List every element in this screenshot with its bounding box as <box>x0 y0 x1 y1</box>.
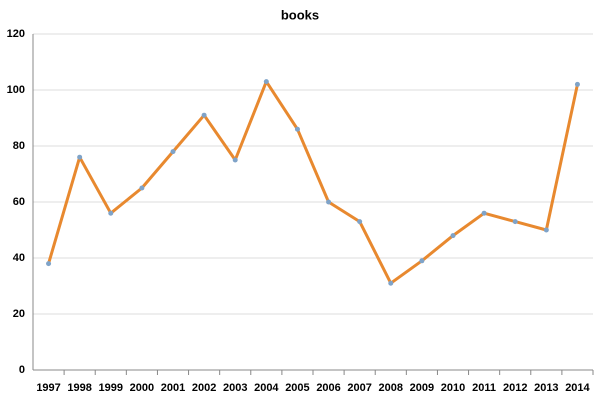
y-tick-label: 40 <box>13 252 25 264</box>
y-tick-label: 80 <box>13 140 25 152</box>
point-marker <box>232 157 238 163</box>
point-marker <box>263 79 269 85</box>
point-marker <box>326 199 332 205</box>
x-tick-label: 2011 <box>472 382 496 394</box>
point-marker <box>77 154 83 160</box>
x-tick-label: 2006 <box>316 382 340 394</box>
point-marker <box>481 210 487 216</box>
point-marker <box>574 81 580 87</box>
x-tick-label: 2013 <box>534 382 558 394</box>
x-tick-label: 2008 <box>379 382 403 394</box>
x-tick-label: 1999 <box>99 382 123 394</box>
x-tick-label: 2007 <box>347 382 371 394</box>
point-marker <box>170 149 176 155</box>
point-marker <box>419 258 425 264</box>
x-tick-label: 2012 <box>503 382 527 394</box>
x-tick-label: 2005 <box>285 382 309 394</box>
x-tick-label: 2003 <box>223 382 247 394</box>
point-marker <box>357 219 363 225</box>
y-tick-label: 60 <box>13 196 25 208</box>
x-tick-label: 2010 <box>441 382 465 394</box>
point-marker <box>139 185 145 191</box>
point-marker <box>108 210 114 216</box>
y-tick-label: 120 <box>7 28 25 40</box>
point-marker <box>450 233 456 239</box>
x-tick-label: 2001 <box>161 382 185 394</box>
x-tick-label: 2000 <box>130 382 154 394</box>
point-marker <box>201 112 207 118</box>
x-tick-label: 2009 <box>410 382 434 394</box>
chart-title: books <box>281 7 319 22</box>
y-tick-label: 20 <box>13 308 25 320</box>
x-tick-label: 2014 <box>565 382 590 394</box>
point-marker <box>388 280 394 286</box>
x-tick-label: 2004 <box>254 382 279 394</box>
point-marker <box>512 219 518 225</box>
y-tick-label: 0 <box>19 364 25 376</box>
point-marker <box>294 126 300 132</box>
y-tick-label: 100 <box>7 84 25 96</box>
x-tick-label: 1997 <box>36 382 60 394</box>
x-tick-label: 1998 <box>67 382 91 394</box>
series-line <box>47 80 579 285</box>
point-marker <box>46 261 52 267</box>
x-tick-label: 2002 <box>192 382 216 394</box>
point-marker <box>543 227 549 233</box>
